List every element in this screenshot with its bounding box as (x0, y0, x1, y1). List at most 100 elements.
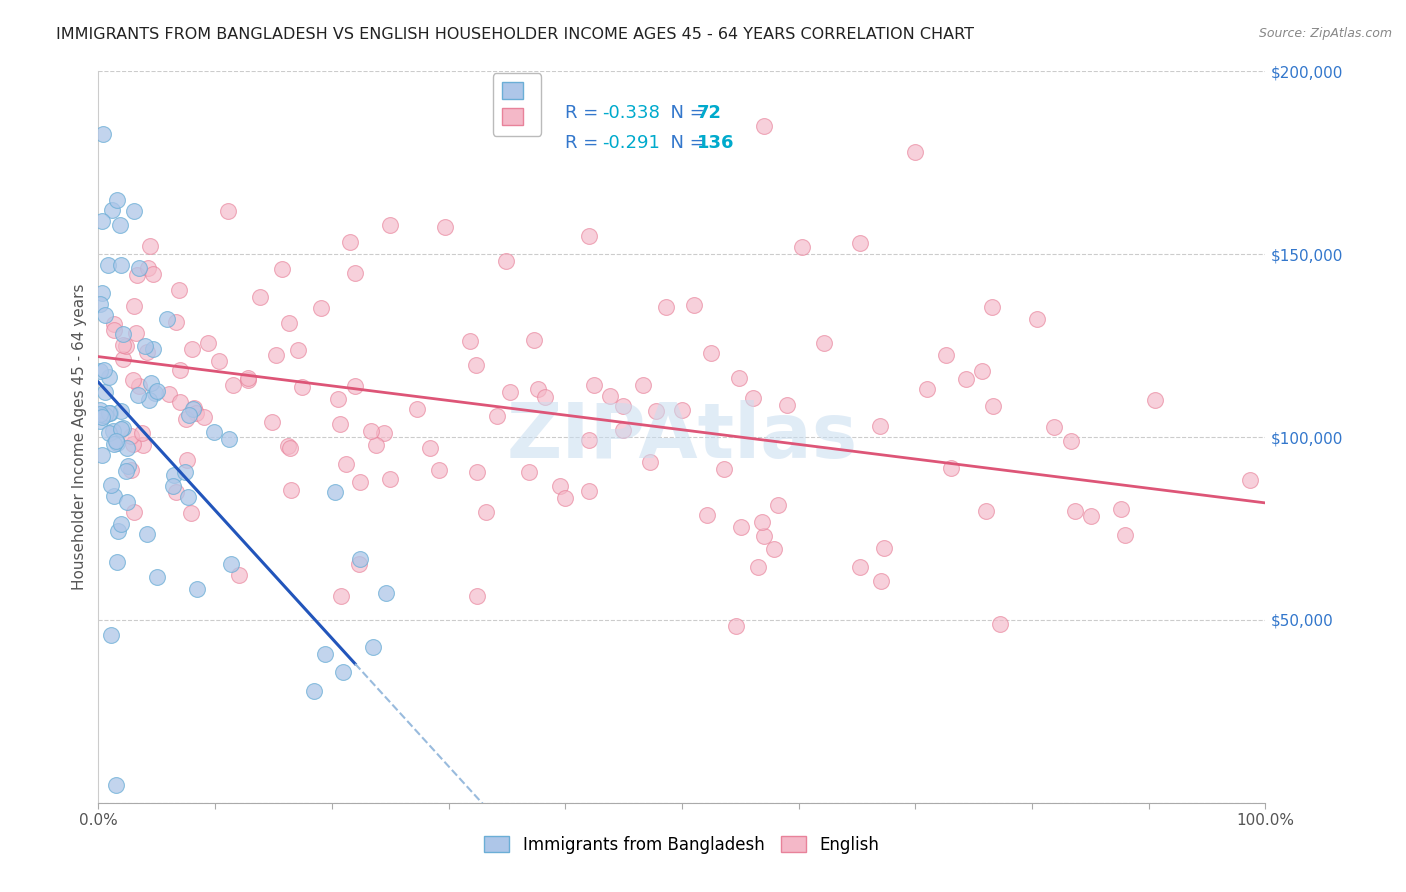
Point (105, 555, 128, 569)
Point (790, 240, 813, 254)
Point (122, 505, 145, 519)
Point (138, 392, 160, 407)
Point (91, 448, 114, 462)
Point (94, 408, 117, 422)
Point (343, 378, 366, 392)
Point (638, 455, 661, 469)
Point (329, 417, 352, 431)
Point (433, 220, 456, 235)
Point (180, 506, 202, 520)
Point (870, 574, 893, 588)
Point (101, 424, 124, 438)
Point (131, 438, 153, 452)
Point (612, 423, 634, 437)
Point (291, 379, 314, 393)
Point (935, 348, 957, 362)
Point (142, 343, 165, 357)
Point (100, 628, 122, 642)
Point (124, 299, 146, 313)
Point (752, 119, 775, 133)
Point (163, 467, 186, 482)
Point (406, 401, 429, 416)
Point (548, 479, 571, 493)
Point (169, 394, 191, 409)
Text: 72: 72 (697, 104, 723, 122)
Point (176, 453, 198, 467)
Point (136, 261, 159, 276)
Point (533, 390, 555, 404)
Point (143, 386, 166, 401)
Point (527, 382, 550, 396)
Point (124, 204, 146, 219)
Point (142, 268, 165, 282)
Point (122, 373, 145, 387)
Point (974, 504, 997, 518)
Point (98, 426, 121, 441)
Point (671, 403, 693, 417)
Point (169, 283, 191, 297)
Point (120, 463, 142, 477)
Point (713, 461, 735, 475)
Text: R =: R = (565, 134, 605, 152)
Point (380, 472, 402, 486)
Point (983, 399, 1005, 413)
Point (97, 258, 120, 272)
Point (1080, 509, 1102, 524)
Point (849, 236, 872, 251)
Point (375, 586, 398, 600)
Point (110, 404, 132, 418)
Point (186, 582, 208, 596)
Point (264, 348, 287, 362)
Point (278, 441, 301, 455)
Point (183, 401, 205, 415)
Text: IMMIGRANTS FROM BANGLADESH VS ENGLISH HOUSEHOLDER INCOME AGES 45 - 64 YEARS CORR: IMMIGRANTS FROM BANGLADESH VS ENGLISH HO… (56, 27, 974, 42)
Point (373, 425, 395, 440)
Point (280, 483, 302, 498)
Point (219, 558, 242, 572)
Point (1025, 311, 1047, 326)
Point (270, 261, 292, 276)
Point (904, 145, 927, 159)
Point (90, 409, 112, 424)
Point (135, 345, 157, 359)
Point (103, 317, 125, 331)
Point (776, 398, 799, 412)
Point (742, 392, 765, 406)
Point (105, 434, 128, 448)
Point (98, 406, 121, 420)
Point (323, 485, 346, 500)
Point (115, 495, 138, 509)
Point (339, 235, 361, 249)
Point (725, 619, 748, 633)
Point (309, 301, 332, 315)
Point (157, 387, 180, 401)
Point (127, 387, 149, 401)
Point (917, 382, 939, 396)
Point (730, 519, 752, 533)
Point (302, 683, 325, 698)
Text: N =: N = (658, 134, 710, 152)
Point (90, 214, 112, 228)
Point (177, 490, 200, 504)
Point (578, 228, 600, 243)
Point (1144, 393, 1167, 408)
Point (117, 441, 139, 455)
Point (112, 352, 135, 367)
Point (262, 415, 284, 429)
Point (91, 409, 114, 423)
Point (465, 465, 488, 479)
Point (165, 485, 187, 500)
Point (700, 346, 723, 360)
Text: -0.338: -0.338 (603, 104, 661, 122)
Point (155, 311, 177, 326)
Point (93, 362, 115, 376)
Point (89, 297, 111, 311)
Point (939, 461, 962, 475)
Point (104, 778, 127, 792)
Point (89, 414, 111, 428)
Point (139, 376, 162, 390)
Point (181, 402, 204, 417)
Point (655, 300, 678, 314)
Point (122, 437, 145, 451)
Point (131, 425, 153, 440)
